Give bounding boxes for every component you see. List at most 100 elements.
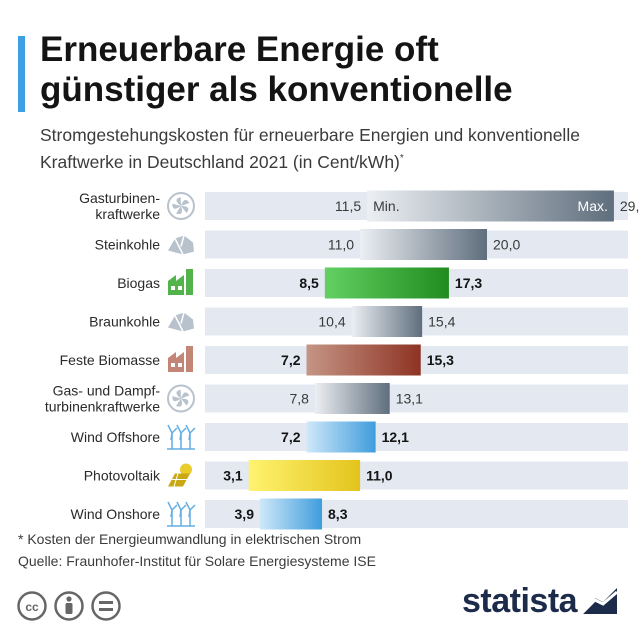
range-bar bbox=[306, 344, 421, 376]
wind-turbine-icon bbox=[167, 424, 196, 450]
cc-icon: cc bbox=[17, 591, 47, 621]
factory-icon bbox=[168, 346, 193, 372]
turbine-rotor bbox=[185, 424, 196, 441]
min-value-label: 8,5 bbox=[299, 275, 319, 291]
chart-row: 7,8 13,1 Gas- und Dampf-turbinenkraftwerke bbox=[45, 383, 628, 415]
min-value-label: 3,9 bbox=[235, 506, 255, 522]
panel-grid bbox=[172, 473, 187, 487]
min-legend-label: Min. bbox=[373, 198, 399, 214]
turbine-blade bbox=[181, 206, 189, 214]
turbine-blade bbox=[176, 206, 182, 215]
subtitle-text: Stromgestehungskosten für erneuerbare En… bbox=[40, 125, 580, 172]
factory-building bbox=[168, 352, 184, 372]
factory-chimney bbox=[186, 269, 193, 295]
min-value-label: 7,8 bbox=[290, 391, 310, 407]
chart-area: 11,529,0Min.Max.Gasturbinen-kraftwerke11… bbox=[45, 190, 640, 530]
chart-row: 7,2 12,1 Wind Offshore bbox=[71, 421, 628, 453]
factory-window bbox=[171, 363, 175, 367]
max-value-label: 11,0 bbox=[366, 468, 393, 484]
turbine-blade bbox=[176, 389, 181, 399]
statista-logo[interactable]: statista bbox=[462, 581, 618, 621]
range-bar bbox=[314, 383, 390, 414]
range-bar bbox=[360, 229, 487, 260]
category-label: Braunkohle bbox=[89, 314, 160, 330]
category-label: Biogas bbox=[117, 275, 160, 291]
license-icons: cc bbox=[17, 591, 121, 621]
category-label: turbinenkraftwerke bbox=[45, 399, 160, 415]
turbine-blade bbox=[176, 398, 182, 407]
chart-subtitle: Stromgestehungskosten für erneuerbare En… bbox=[40, 124, 635, 174]
row-track bbox=[205, 384, 628, 413]
factory-window bbox=[171, 286, 175, 290]
min-value-label: 7,2 bbox=[281, 429, 301, 445]
wind-turbine-icon bbox=[167, 501, 196, 527]
brand-wordmark: statista bbox=[462, 581, 578, 620]
category-label: Steinkohle bbox=[95, 237, 161, 253]
source-note: Quelle: Fraunhofer-Institut für Solare E… bbox=[18, 553, 376, 569]
range-bar bbox=[259, 498, 323, 530]
category-label: Wind Onshore bbox=[71, 506, 161, 522]
max-value-label: 12,1 bbox=[382, 429, 409, 445]
coal-facet bbox=[174, 312, 185, 332]
max-value-label: 8,3 bbox=[328, 506, 348, 522]
turbine-blade bbox=[172, 203, 181, 209]
turbine-blade bbox=[176, 197, 181, 206]
chart-row: 10,4 15,4 Braunkohle bbox=[89, 306, 628, 337]
max-value-label: 13,1 bbox=[396, 391, 423, 407]
range-bar bbox=[324, 267, 449, 299]
solar-panel-icon bbox=[168, 463, 192, 487]
turbine-blade bbox=[181, 398, 189, 406]
max-value-label: 15,3 bbox=[427, 352, 454, 368]
category-label: kraftwerke bbox=[95, 206, 160, 222]
chart-row: 7,2 15,3 Feste Biomasse bbox=[60, 344, 628, 376]
min-value-label: 7,2 bbox=[281, 352, 301, 368]
no-derivatives-icon bbox=[91, 591, 121, 621]
coal-facet bbox=[174, 235, 185, 255]
brand-mark-icon bbox=[581, 588, 618, 614]
turbine-rotor bbox=[185, 501, 196, 518]
category-label: Gas- und Dampf- bbox=[53, 383, 161, 399]
coal-icon bbox=[168, 312, 194, 332]
max-value-label: 17,3 bbox=[455, 275, 482, 291]
attribution-icon bbox=[54, 591, 84, 621]
turbine-blade bbox=[181, 392, 190, 399]
turbine-rotor bbox=[167, 424, 178, 441]
factory-chimney bbox=[186, 346, 193, 372]
range-bar bbox=[351, 306, 423, 337]
chart-row: 11,0 20,0 Steinkohle bbox=[95, 229, 628, 260]
min-value-label: 11,0 bbox=[328, 237, 354, 253]
category-label: Feste Biomasse bbox=[60, 352, 161, 368]
max-legend-label: Max. bbox=[578, 198, 608, 214]
coal-icon bbox=[168, 235, 194, 255]
min-value-label: 11,5 bbox=[335, 198, 361, 214]
category-label: Gasturbinen- bbox=[79, 190, 160, 206]
factory-window bbox=[178, 286, 182, 290]
range-bar bbox=[367, 190, 614, 222]
turbine-icon bbox=[167, 192, 195, 220]
category-label: Photovoltaik bbox=[84, 468, 161, 484]
turbine-icon bbox=[167, 384, 195, 413]
max-value-label: 15,4 bbox=[428, 314, 455, 330]
range-bar bbox=[306, 421, 376, 453]
title-accent-bar bbox=[18, 36, 25, 112]
factory-icon bbox=[168, 269, 193, 295]
footnote: * Kosten der Energieumwandlung in elektr… bbox=[18, 531, 362, 547]
min-value-label: 10,4 bbox=[318, 314, 345, 330]
chart-row: 3,9 8,3 Wind Onshore bbox=[71, 498, 628, 530]
chart-title: Erneuerbare Energie oft günstiger als ko… bbox=[40, 30, 513, 109]
turbine-blade bbox=[181, 199, 190, 206]
category-label: Wind Offshore bbox=[71, 429, 160, 445]
chart-row: 11,5 29,0 Min. Max. Gasturbinen-kraftwerke bbox=[79, 190, 640, 222]
max-value-label: 29,0 bbox=[620, 198, 640, 214]
chart-row: 3,1 11,0 Photovoltaik bbox=[84, 460, 628, 491]
subtitle-footnote-mark: * bbox=[399, 153, 404, 164]
min-value-label: 3,1 bbox=[223, 468, 243, 484]
chart-row: 8,5 17,3 Biogas bbox=[117, 267, 628, 299]
svg-text:cc: cc bbox=[25, 600, 39, 614]
max-value-label: 20,0 bbox=[493, 237, 520, 253]
factory-window bbox=[178, 363, 182, 367]
turbine-rotor bbox=[167, 501, 178, 518]
turbine-rotor bbox=[176, 501, 187, 518]
range-bar bbox=[248, 460, 361, 491]
factory-building bbox=[168, 275, 184, 295]
